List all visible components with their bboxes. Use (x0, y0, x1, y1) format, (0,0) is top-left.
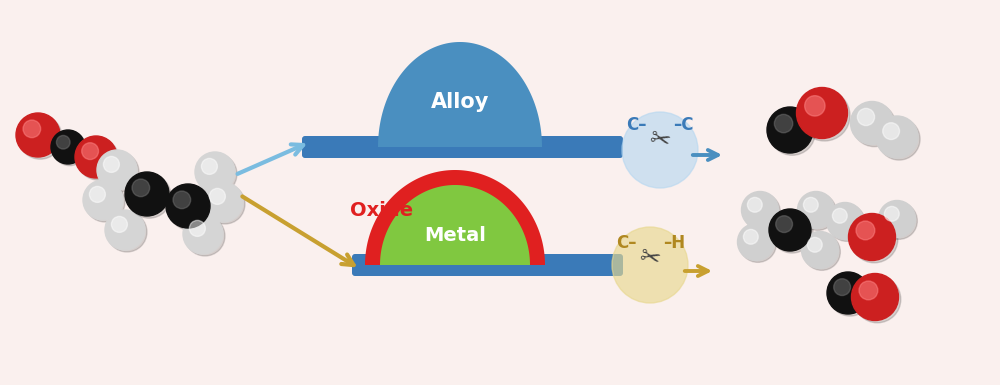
Ellipse shape (85, 182, 125, 222)
Ellipse shape (851, 102, 894, 144)
Ellipse shape (103, 156, 119, 172)
Text: ✂: ✂ (637, 245, 663, 273)
Ellipse shape (884, 206, 899, 221)
Ellipse shape (173, 191, 191, 209)
Ellipse shape (796, 87, 848, 139)
Ellipse shape (168, 186, 212, 230)
Circle shape (622, 112, 698, 188)
Ellipse shape (75, 136, 117, 178)
Ellipse shape (803, 233, 840, 270)
Ellipse shape (827, 272, 869, 314)
Ellipse shape (82, 143, 99, 159)
Ellipse shape (769, 209, 811, 251)
Ellipse shape (853, 104, 896, 147)
Ellipse shape (205, 184, 245, 224)
Text: ✂: ✂ (647, 127, 673, 155)
Polygon shape (380, 185, 530, 265)
Ellipse shape (798, 191, 834, 229)
Text: –C: –C (673, 116, 694, 134)
Ellipse shape (828, 204, 865, 241)
Ellipse shape (18, 115, 62, 159)
Ellipse shape (776, 216, 793, 233)
Ellipse shape (83, 180, 123, 220)
Text: C–: C– (626, 116, 647, 134)
Ellipse shape (77, 138, 119, 180)
Ellipse shape (51, 130, 85, 164)
Ellipse shape (803, 198, 818, 212)
Ellipse shape (99, 152, 139, 192)
Ellipse shape (166, 184, 210, 228)
Ellipse shape (826, 203, 864, 239)
Ellipse shape (125, 172, 169, 216)
Ellipse shape (16, 113, 60, 157)
Ellipse shape (739, 225, 776, 262)
Text: Oxide: Oxide (350, 201, 413, 219)
Ellipse shape (743, 229, 758, 244)
Ellipse shape (183, 214, 223, 254)
Ellipse shape (107, 212, 147, 252)
Ellipse shape (857, 109, 875, 126)
Ellipse shape (879, 201, 916, 238)
Ellipse shape (132, 179, 150, 197)
Ellipse shape (769, 109, 815, 155)
Ellipse shape (127, 174, 171, 218)
Ellipse shape (195, 152, 235, 192)
FancyBboxPatch shape (302, 136, 623, 158)
Ellipse shape (829, 274, 871, 316)
Ellipse shape (97, 150, 137, 190)
Ellipse shape (197, 154, 237, 194)
Polygon shape (365, 170, 545, 265)
Circle shape (612, 227, 688, 303)
Ellipse shape (185, 216, 225, 256)
Ellipse shape (742, 191, 778, 229)
Ellipse shape (799, 90, 850, 141)
Ellipse shape (203, 182, 243, 222)
Ellipse shape (799, 193, 836, 230)
Ellipse shape (851, 216, 898, 263)
Ellipse shape (883, 123, 900, 139)
Ellipse shape (832, 208, 847, 223)
Ellipse shape (774, 114, 793, 133)
Ellipse shape (201, 158, 217, 174)
Ellipse shape (801, 231, 838, 268)
Ellipse shape (880, 203, 917, 239)
Ellipse shape (56, 136, 70, 149)
Ellipse shape (738, 224, 774, 261)
Ellipse shape (743, 193, 780, 230)
Ellipse shape (105, 210, 145, 250)
Ellipse shape (189, 220, 205, 236)
Ellipse shape (23, 120, 41, 138)
Ellipse shape (747, 198, 762, 212)
Ellipse shape (53, 132, 87, 166)
Text: Metal: Metal (424, 226, 486, 244)
Ellipse shape (852, 273, 898, 320)
Polygon shape (378, 42, 542, 147)
Ellipse shape (767, 107, 813, 153)
Ellipse shape (878, 118, 920, 160)
Text: C–: C– (616, 234, 637, 252)
Ellipse shape (807, 238, 822, 252)
Ellipse shape (859, 281, 878, 300)
Ellipse shape (771, 211, 813, 253)
Ellipse shape (89, 186, 105, 203)
Ellipse shape (111, 216, 127, 233)
Ellipse shape (834, 279, 851, 296)
Ellipse shape (209, 188, 225, 204)
FancyBboxPatch shape (352, 254, 623, 276)
Ellipse shape (876, 116, 918, 158)
Text: –H: –H (663, 234, 685, 252)
Ellipse shape (854, 276, 901, 323)
Ellipse shape (856, 221, 875, 240)
Ellipse shape (805, 95, 825, 116)
Ellipse shape (848, 214, 896, 261)
Text: Alloy: Alloy (431, 92, 489, 112)
